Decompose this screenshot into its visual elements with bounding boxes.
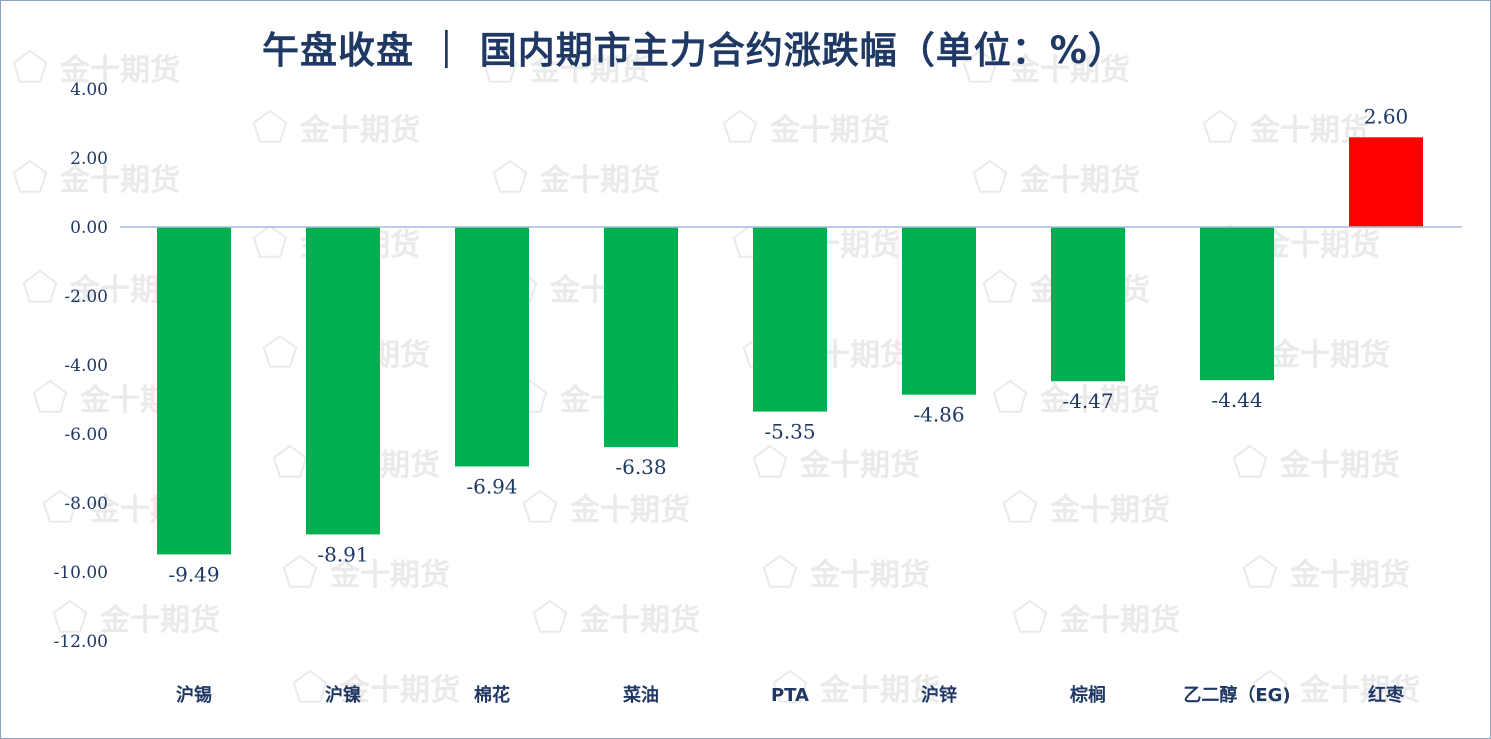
watermark-logo-icon [962,49,998,83]
category-label: 红枣 [1368,684,1405,706]
watermark-logo-icon [492,159,528,193]
y-tick-label: 2.00 [70,149,108,169]
watermark-text: 金十期货 [1299,673,1420,708]
watermark-logo-icon [272,444,308,478]
category-label: 沪镍 [325,684,361,706]
category-label: 棉花 [474,684,510,706]
watermark-logo-icon [22,269,58,303]
category-label: PTA [771,685,809,706]
bar [753,227,827,412]
watermark-logo-icon [12,159,48,193]
watermark-logo-icon [1232,444,1268,478]
watermark-logo-icon [992,379,1028,413]
watermark-logo-icon [1002,489,1038,523]
category-label: 棕榈 [1070,684,1106,706]
chart-title: 午盘收盘 ｜ 国内期市主力合约涨跌幅（单位：%） [262,29,1126,72]
watermark-text: 金十期货 [1259,228,1380,263]
watermark-text: 金十期货 [769,113,890,148]
watermark-text: 金十期货 [1009,53,1130,88]
watermark-logo-icon [262,334,298,368]
y-tick-label: -2.00 [64,287,108,307]
data-label: -5.35 [764,420,815,444]
watermark-text: 金十期货 [579,603,700,638]
watermark-logo-icon [1242,554,1278,588]
watermark-text: 金十期货 [529,53,650,88]
watermark-text: 金十期货 [59,53,180,88]
watermark-text: 金十期货 [339,673,460,708]
watermark-text: 金十期货 [1059,603,1180,638]
y-axis: 4.00 2.00 0.00 -2.00 -4.00 -6.00 -8.00 -10.00 -1… [54,80,108,652]
y-tick-label: -12.00 [54,632,108,652]
watermark-logo-icon [772,669,808,703]
watermark-logo-icon [522,489,558,523]
bar [604,227,678,448]
watermark-logo-icon [482,49,518,83]
watermark-text: 金十期货 [1279,448,1400,483]
watermark-logo-icon [52,599,88,633]
data-label: -8.91 [317,542,368,566]
bars-group [157,137,1423,555]
watermark-text: 金十期货 [799,448,920,483]
watermark-logo-icon [762,554,798,588]
y-tick-label: 0.00 [70,218,108,238]
bar [1200,227,1274,381]
data-label: -4.44 [1211,388,1262,412]
category-label: 乙二醇（EG) [1183,684,1290,706]
watermark-logo-icon [752,444,788,478]
data-label: -9.49 [168,562,219,586]
bar [1051,227,1125,382]
bar [306,227,380,535]
category-label: 沪锌 [921,684,957,706]
watermark-text: 金十期货 [819,673,940,708]
y-tick-label: -10.00 [54,563,108,583]
watermark-text: 金十期货 [1039,383,1160,418]
watermark-text: 金十期货 [59,163,180,198]
watermark-text: 金十期货 [99,603,220,638]
watermark-text: 金十期货 [809,558,930,593]
watermark-logo-icon [42,489,78,523]
category-label: 沪锡 [176,684,212,706]
y-tick-label: -8.00 [64,494,108,514]
watermark-text: 金十期货 [1019,163,1140,198]
watermark-logo-icon [972,159,1008,193]
watermark-logo-icon [1202,109,1238,143]
data-label: -4.86 [913,403,964,427]
data-label: -4.47 [1062,389,1113,413]
watermark-logo-icon [252,224,288,258]
y-tick-label: -4.00 [64,356,108,376]
watermark-text: 金十期货 [569,493,690,528]
bar [902,227,976,395]
watermark-logo-icon [1252,669,1288,703]
watermark-text: 金十期货 [539,163,660,198]
y-tick-label: -6.00 [64,425,108,445]
watermark-logo-icon [252,109,288,143]
bar [455,227,529,467]
watermark-logo-icon [292,669,328,703]
category-label: 菜油 [622,684,659,706]
watermark-logo-icon [532,599,568,633]
watermark-text: 金十期货 [1269,338,1390,373]
watermark-text: 金十期货 [329,558,450,593]
y-tick-label: 4.00 [70,80,108,100]
data-label: -6.38 [615,455,666,479]
category-labels-group: 沪锡 沪镍 棉花 菜油 PTA 沪锌 棕榈 乙二醇（EG) 红枣 [176,684,1405,706]
watermark-logo-icon [12,49,48,83]
bar [1349,137,1423,227]
watermark-logo-icon [722,109,758,143]
data-label: -6.94 [466,474,517,498]
watermark-logo-icon [32,379,68,413]
watermark-logo-icon [982,269,1018,303]
watermark-text: 金十期货 [1289,558,1410,593]
watermark-text: 金十期货 [1049,493,1170,528]
watermark-text: 金十期货 [299,113,420,148]
bar [157,227,231,555]
data-labels-group: -9.49 -8.91 -6.94 -6.38 -5.35 -4.86 -4.47 -4.44… [168,104,1408,586]
data-label: 2.60 [1364,104,1409,128]
watermark-logo-icon [282,554,318,588]
watermark-logo-icon [1012,599,1048,633]
